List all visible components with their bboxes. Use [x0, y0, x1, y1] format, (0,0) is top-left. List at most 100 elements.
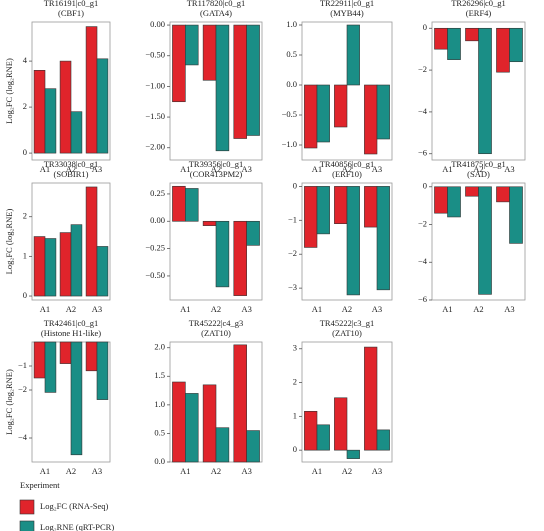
panel-subtitle: (MYB44): [330, 8, 364, 18]
panel-subtitle: (ZAT10): [332, 328, 362, 338]
bar: [59, 232, 72, 297]
y-tick-label: 1.5: [154, 370, 165, 380]
x-tick-label: A1: [180, 304, 190, 314]
bar: [316, 424, 330, 451]
legend-swatch: [19, 520, 35, 531]
y-tick-label: 0.5: [154, 427, 165, 437]
bar: [233, 24, 247, 139]
panel-title: TR26296|c0_g1: [451, 0, 506, 8]
x-tick-label: A2: [473, 164, 483, 174]
y-tick-label: 0: [293, 444, 297, 454]
y-tick-label: −6: [418, 148, 427, 158]
bar: [465, 27, 479, 42]
legend-title: Experiment: [20, 480, 60, 490]
bar: [202, 24, 217, 81]
bar: [172, 24, 186, 103]
legend-swatch: [19, 499, 35, 515]
y-tick-label: −2: [288, 248, 297, 258]
bar: [334, 397, 348, 451]
panel-frame: [31, 21, 111, 161]
bar: [185, 188, 199, 222]
bar: [364, 346, 378, 451]
y-tick-label: 0.0: [286, 79, 297, 89]
bar: [246, 24, 260, 136]
panel-title: TR45222|c3_g1: [320, 318, 375, 328]
x-tick-label: A3: [241, 304, 251, 314]
bar: [496, 186, 510, 203]
legend-label: Log₂FC (RNA-Seq): [40, 501, 109, 511]
bar: [215, 427, 230, 463]
bar: [364, 84, 378, 155]
y-tick-label: −6: [418, 294, 427, 304]
x-tick-label: A3: [372, 164, 382, 174]
panel-title: TR42461|c0_g1: [44, 318, 99, 328]
panel-frame: [169, 182, 263, 301]
bar: [96, 58, 109, 154]
bar: [478, 186, 492, 295]
y-tick-label: −3: [288, 282, 297, 292]
y-tick-label: −1.00: [145, 80, 165, 90]
bar: [334, 84, 348, 128]
y-tick-label: −2: [418, 218, 427, 228]
bar: [172, 381, 186, 463]
bar: [172, 185, 186, 222]
panel-frame: [301, 21, 393, 161]
bar: [233, 220, 247, 296]
x-tick-label: A1: [40, 164, 50, 174]
y-tick-label: −4: [418, 106, 428, 116]
bar: [85, 186, 98, 297]
y-tick-label: 1: [293, 410, 297, 420]
panel-title: TR22911|c0_g1: [320, 0, 374, 8]
panel-frame: [431, 21, 526, 161]
x-tick-label: A2: [66, 164, 76, 174]
panel-frame: [31, 182, 111, 301]
panel-subtitle: (ERF10): [332, 169, 362, 179]
x-tick-label: A2: [342, 164, 352, 174]
x-tick-label: A3: [241, 466, 251, 476]
x-tick-label: A3: [504, 164, 514, 174]
y-tick-label: −0.50: [145, 270, 165, 280]
x-tick-label: A1: [312, 466, 322, 476]
panel-subtitle: (SAD): [467, 169, 490, 179]
x-tick-label: A3: [372, 466, 382, 476]
panel-title: TR117820|c0_g1: [187, 0, 246, 8]
bar: [346, 186, 360, 296]
bar: [496, 27, 510, 73]
panel-title: TR39356|c0_g1: [189, 159, 244, 169]
y-tick-label: 2: [23, 211, 27, 221]
y-tick-label: 0.0: [154, 456, 165, 466]
panel-title: TR33038|c0_g1: [44, 159, 99, 169]
bar: [434, 186, 448, 214]
panel-subtitle: (SOBIR1): [54, 169, 89, 179]
panel-frame: [431, 182, 526, 301]
panel-subtitle: (GATA4): [200, 8, 232, 18]
x-tick-label: A3: [92, 304, 102, 314]
bar: [202, 220, 217, 226]
panel-title: TR16191|c0_g1: [44, 0, 99, 8]
bar: [44, 88, 57, 154]
bar: [233, 344, 247, 463]
y-tick-label: 1: [23, 250, 27, 260]
bar: [185, 24, 199, 66]
y-tick-label: −4: [418, 256, 428, 266]
y-tick-label: −1.50: [145, 111, 165, 121]
y-tick-label: −2: [418, 64, 427, 74]
legend-label: Log₂RNE (qRT-PCR): [40, 522, 114, 531]
y-tick-label: 0.25: [150, 188, 165, 198]
panel-frame: [301, 341, 393, 463]
x-tick-label: A2: [342, 466, 352, 476]
x-tick-label: A1: [442, 304, 452, 314]
bar: [346, 24, 360, 86]
y-tick-label: −2.00: [145, 142, 165, 152]
x-tick-label: A1: [180, 164, 190, 174]
panel-subtitle: (Histone H1-like): [41, 328, 101, 338]
panel-subtitle: (CBF1): [58, 8, 84, 18]
bar: [185, 393, 199, 463]
x-tick-label: A2: [66, 304, 76, 314]
y-tick-label: −0.50: [145, 50, 165, 60]
bar: [33, 236, 46, 297]
bar: [85, 26, 98, 154]
bar: [246, 430, 260, 463]
bar: [59, 60, 72, 154]
